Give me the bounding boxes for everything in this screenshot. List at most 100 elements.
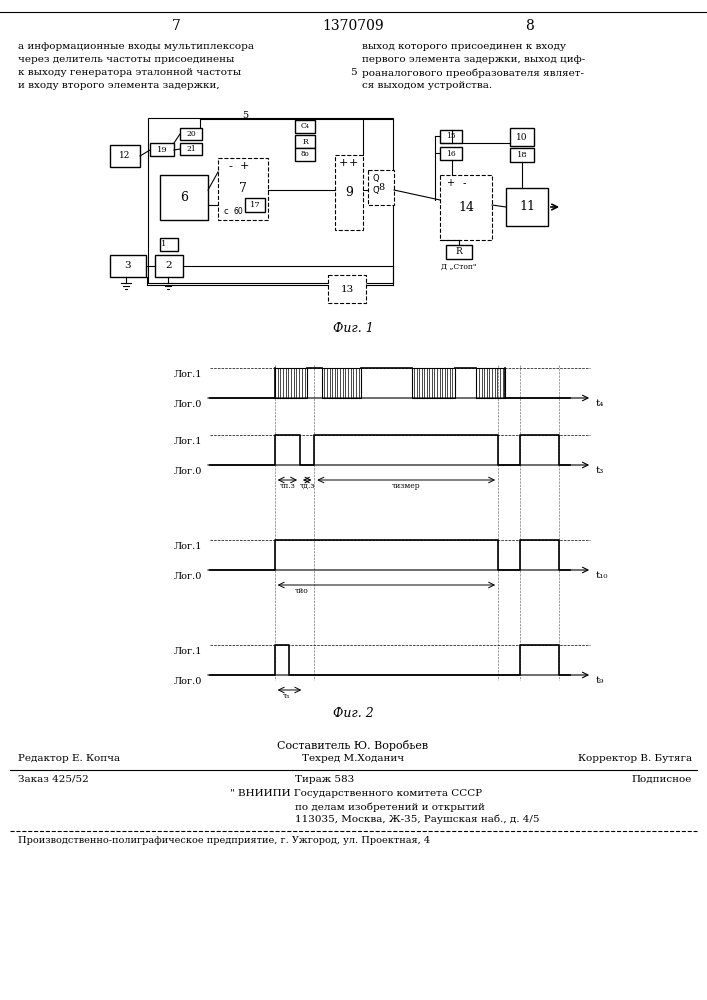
Text: 3: 3 [124, 261, 132, 270]
Text: к выходу генератора эталонной частоты: к выходу генератора эталонной частоты [18, 68, 241, 77]
Text: а информационные входы мультиплексора: а информационные входы мультиплексора [18, 42, 254, 51]
Bar [150, 143, 174, 156]
Text: τд.з: τд.з [300, 482, 315, 490]
Text: и входу второго элемента задержки,: и входу второго элемента задержки, [18, 81, 220, 90]
Text: 2: 2 [165, 261, 173, 270]
Text: через делитель частоты присоединены: через делитель частоты присоединены [18, 55, 235, 64]
Text: первого элемента задержки, выход циф-: первого элемента задержки, выход циф- [362, 55, 585, 64]
Bar [295, 135, 315, 148]
Text: 113035, Москва, Ж-35, Раушская наб., д. 4/5: 113035, Москва, Ж-35, Раушская наб., д. … [295, 815, 539, 824]
Text: τₙ: τₙ [283, 692, 291, 700]
Bar [295, 148, 315, 161]
Text: +: + [339, 158, 348, 168]
Text: Фиг. 1: Фиг. 1 [332, 322, 373, 335]
Text: 18: 18 [517, 151, 527, 159]
Text: 7: 7 [172, 19, 180, 33]
Bar [335, 155, 363, 230]
Text: +: + [239, 161, 249, 171]
Text: -: - [462, 178, 466, 188]
Bar [295, 120, 315, 133]
Text: 9: 9 [345, 186, 353, 199]
Text: Q: Q [373, 174, 380, 182]
Bar [368, 170, 394, 205]
Bar [155, 255, 183, 277]
Text: t₉: t₉ [596, 676, 604, 685]
Text: 8: 8 [378, 183, 384, 192]
Text: " ВНИИПИ Государственного комитета СССР: " ВНИИПИ Государственного комитета СССР [230, 789, 482, 798]
Text: 10: 10 [516, 132, 527, 141]
Text: +: + [349, 158, 358, 168]
Bar [440, 147, 462, 160]
Text: Лог.1: Лог.1 [173, 370, 202, 379]
Text: Лог.1: Лог.1 [173, 542, 202, 551]
Bar [411, 368, 455, 398]
Text: C₄: C₄ [300, 122, 310, 130]
Bar [180, 143, 202, 155]
Text: 5: 5 [242, 110, 248, 119]
Text: 11: 11 [519, 200, 535, 214]
Text: Корректор В. Бутяга: Корректор В. Бутяга [578, 754, 692, 763]
Text: 6: 6 [180, 191, 188, 204]
Bar [218, 158, 268, 220]
Text: Подписное: Подписное [631, 775, 692, 784]
Text: τйо: τйо [295, 587, 308, 595]
Bar [110, 145, 140, 167]
Text: Редактор Е. Копча: Редактор Е. Копча [18, 754, 120, 763]
Text: c: c [223, 208, 228, 217]
Text: Лог.0: Лог.0 [174, 467, 202, 476]
Bar [110, 255, 146, 277]
Text: Лог.0: Лог.0 [174, 572, 202, 581]
Text: Q̅: Q̅ [373, 186, 380, 194]
Bar [446, 245, 472, 259]
Text: 15: 15 [446, 132, 456, 140]
Bar [180, 128, 202, 140]
Text: 1370709: 1370709 [322, 19, 384, 33]
Text: +: + [446, 178, 454, 188]
Bar [322, 368, 361, 398]
Text: 7: 7 [239, 182, 247, 196]
Text: выход которого присоединен к входу: выход которого присоединен к входу [362, 42, 566, 51]
Bar [510, 148, 534, 162]
Bar [440, 175, 492, 240]
Bar [477, 368, 506, 398]
Text: 13: 13 [340, 284, 354, 294]
Text: 20: 20 [186, 130, 196, 138]
Text: Фиг. 2: Фиг. 2 [332, 707, 373, 720]
Text: Лог.1: Лог.1 [173, 647, 202, 656]
Text: τизмер: τизмер [392, 482, 421, 490]
Text: роаналогового преобразователя являет-: роаналогового преобразователя являет- [362, 68, 584, 78]
Text: R: R [302, 137, 308, 145]
Text: Заказ 425/52: Заказ 425/52 [18, 775, 89, 784]
Text: τп.з: τп.з [279, 482, 296, 490]
Text: 12: 12 [119, 151, 131, 160]
Text: ся выходом устройства.: ся выходом устройства. [362, 81, 492, 90]
Bar [245, 198, 265, 212]
Text: 60: 60 [233, 208, 243, 217]
Bar [160, 238, 178, 251]
Text: 8o: 8o [300, 150, 310, 158]
Text: Техред М.Ходанич: Техред М.Ходанич [302, 754, 404, 763]
Text: t₄: t₄ [596, 399, 604, 408]
Bar [510, 128, 534, 146]
Bar [275, 368, 308, 398]
Text: -: - [228, 161, 232, 171]
Text: Лог.0: Лог.0 [174, 677, 202, 686]
Bar [506, 188, 548, 226]
Bar [440, 130, 462, 143]
Text: Д „Стоп": Д „Стоп" [441, 263, 477, 271]
Text: 21: 21 [186, 145, 196, 153]
Text: Лог.0: Лог.0 [174, 400, 202, 409]
Text: t₁₀: t₁₀ [596, 571, 609, 580]
Text: 1: 1 [161, 240, 167, 248]
Text: Тираж 583: Тираж 583 [295, 775, 354, 784]
Text: по делам изобретений и открытий: по делам изобретений и открытий [295, 802, 485, 812]
Text: 5: 5 [350, 68, 356, 77]
Text: Составитель Ю. Воробьев: Составитель Ю. Воробьев [277, 740, 428, 751]
Text: R: R [455, 247, 462, 256]
Text: 8: 8 [525, 19, 534, 33]
Bar [160, 175, 208, 220]
Bar [328, 275, 366, 303]
Text: 17: 17 [250, 201, 260, 209]
Text: 14: 14 [458, 201, 474, 214]
Text: 19: 19 [157, 145, 168, 153]
